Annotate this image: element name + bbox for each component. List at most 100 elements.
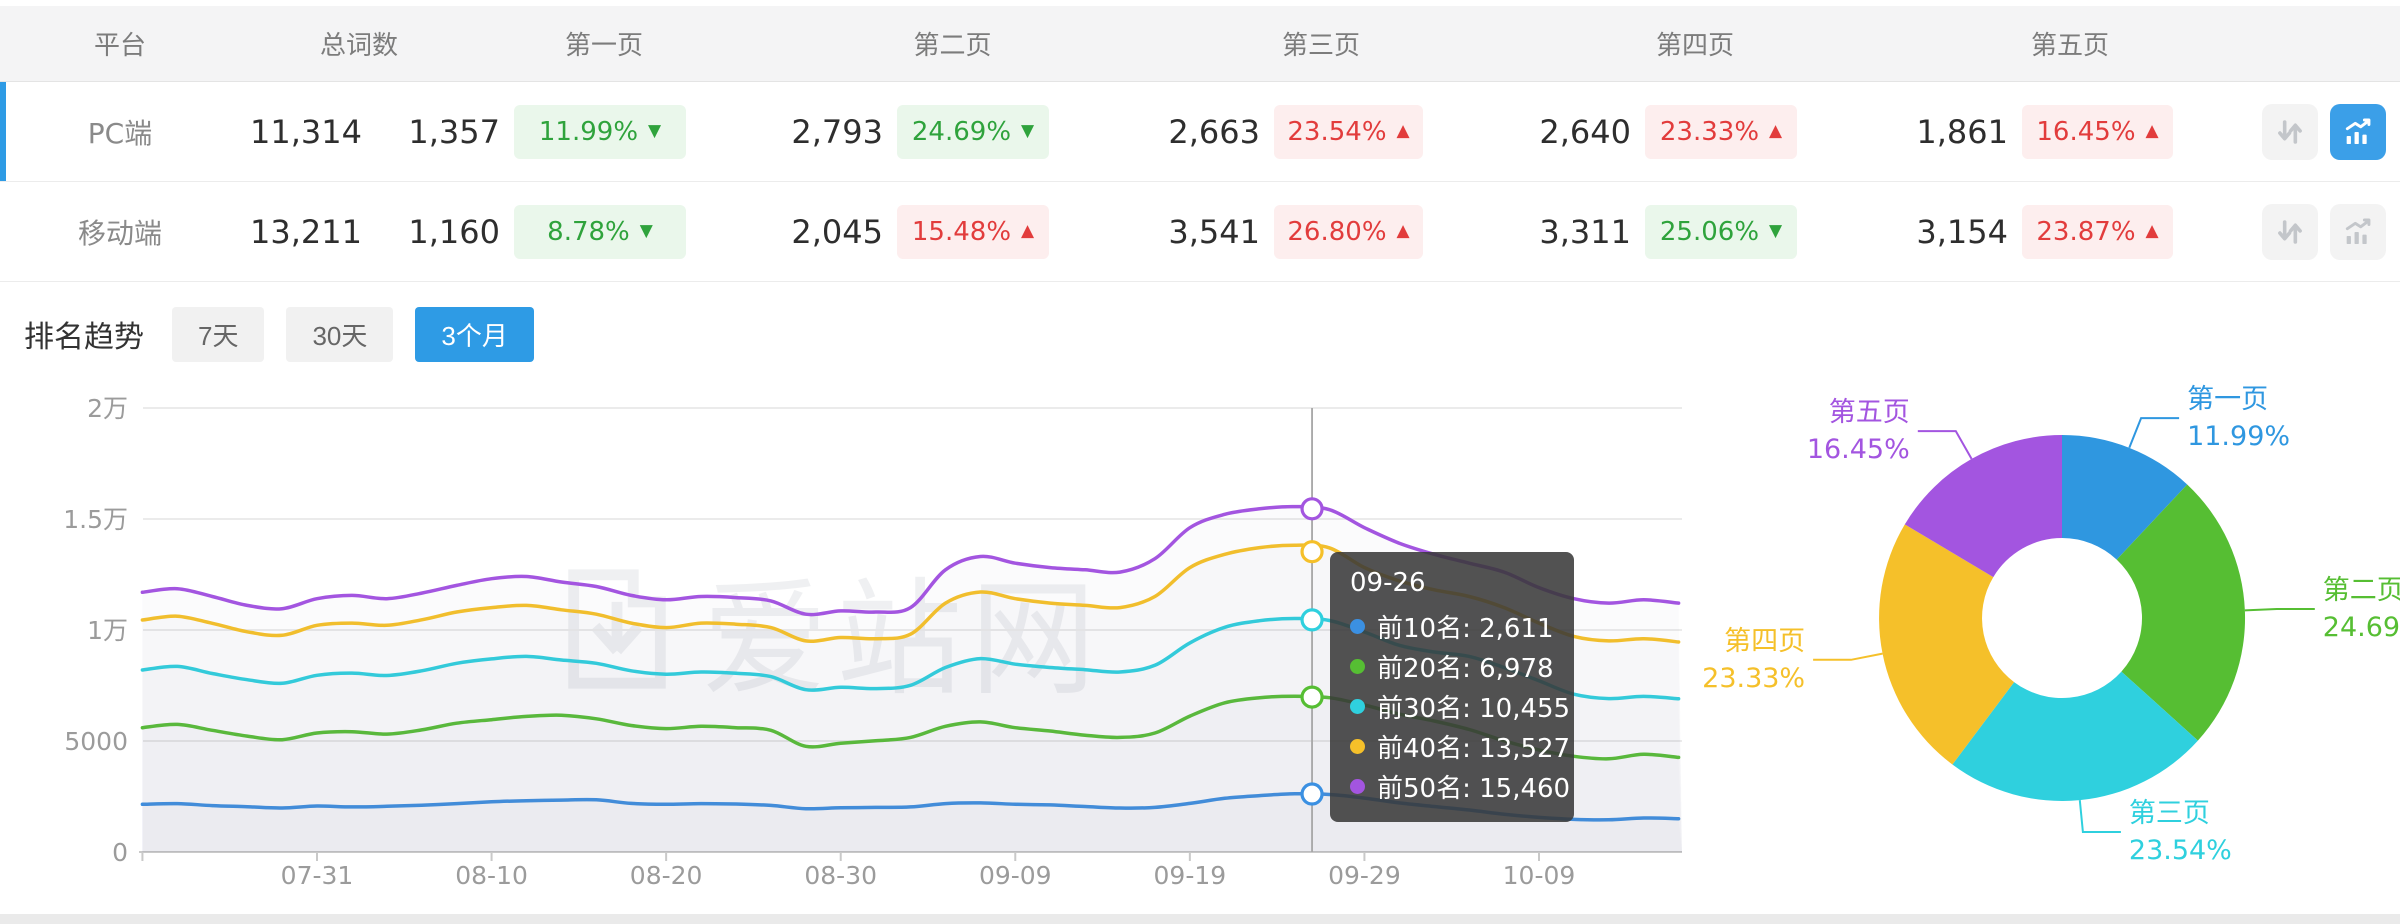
trend-chart-icon <box>2345 218 2371 244</box>
triangle-down-icon: ▼ <box>1769 221 1783 241</box>
trend-header: 排名趋势 7天 30天 3个月 <box>24 306 2400 362</box>
page-5-count: 1,861 <box>1916 112 2008 151</box>
triangle-down-icon: ▼ <box>1021 121 1035 141</box>
tooltip-series-dot <box>1350 778 1365 794</box>
platform-cell: PC端 <box>87 116 153 150</box>
page-4-change-pill: 23.33% ▲ <box>1645 104 1797 159</box>
page-5-change-pill: 16.45% ▲ <box>2022 104 2173 159</box>
tooltip-series-dot <box>1350 618 1365 634</box>
page-distribution-donut-chart[interactable]: 第一页 11.99% 第二页 24.69% 第三页 23.54% 第四页 23.33% 第五页 1… <box>1700 378 2400 874</box>
trend-section-title: 排名趋势 <box>24 320 144 355</box>
tab-30d[interactable]: 30天 <box>286 306 394 362</box>
tooltip-item: 前30名: 10,455 <box>1350 686 1570 726</box>
donut-label-name: 第一页 <box>2187 384 2268 415</box>
tooltip-item: 前50名: 15,460 <box>1350 766 1570 806</box>
donut-label-name: 第二页 <box>2323 575 2400 606</box>
page-2-change-cell: 15.48% ▲ <box>883 204 1059 259</box>
tooltip-item: 前10名: 2,611 <box>1350 606 1554 646</box>
table-header-row: 平台 总词数 第一页 第二页 第三页 第四页 第五页 <box>0 6 2400 82</box>
page-3-change-pill: 23.54% ▲ <box>1274 104 1423 159</box>
tooltip-series-dot <box>1350 698 1365 714</box>
donut-label-name: 第四页 <box>1724 626 1805 657</box>
page-5-change-pill: 23.87% ▲ <box>2022 204 2173 259</box>
keyword-rank-table: 平台 总词数 第一页 第二页 第三页 第四页 第五页 PC端 11,314 1,357 11.99%… <box>0 6 2400 282</box>
page-2-count: 2,045 <box>791 212 883 251</box>
page-2-change-pill: 15.48% ▲ <box>897 204 1049 259</box>
page-5-count: 3,154 <box>1916 212 2008 251</box>
page-3-count: 3,541 <box>1168 212 1260 251</box>
col-header-page-3: 第三页 <box>1281 31 1360 61</box>
donut-slice-第二页[interactable] <box>2116 484 2246 741</box>
row-actions <box>2183 203 2400 260</box>
trend-chart-icon <box>2345 118 2371 144</box>
tooltip-series-value: 前10名: 2,611 <box>1377 613 1554 644</box>
donut-label-leader <box>1917 430 1973 460</box>
hover-marker <box>1300 685 1324 709</box>
page-4-change-cell: 25.06% ▼ <box>1631 204 1807 259</box>
page-4-change-pill: 25.06% ▼ <box>1645 204 1797 259</box>
page-3-change-cell: 23.54% ▲ <box>1260 104 1433 159</box>
change-percent: 8.78% <box>547 216 630 247</box>
svg-text:09-19: 09-19 <box>1154 861 1227 890</box>
change-percent: 24.69% <box>911 116 1012 147</box>
donut-slice-第五页[interactable] <box>1904 435 2062 578</box>
tooltip-series-value: 前20名: 6,978 <box>1377 653 1554 684</box>
svg-text:5000: 5000 <box>64 727 128 756</box>
svg-text:1万: 1万 <box>87 616 128 645</box>
trend-range-tabs: 7天 30天 3个月 <box>172 306 534 362</box>
row-actions <box>2183 103 2400 160</box>
change-percent: 11.99% <box>538 116 639 147</box>
trend-chart-button[interactable] <box>2330 103 2386 160</box>
svg-text:10-09: 10-09 <box>1503 861 1576 890</box>
table-row[interactable]: 移动端 13,211 1,160 8.78% ▼ 2,045 15.48% ▲ 3,541 26.… <box>0 182 2400 282</box>
svg-text:2万: 2万 <box>87 394 128 423</box>
page-1-count: 1,160 <box>408 212 500 251</box>
triangle-up-icon: ▲ <box>2145 121 2159 141</box>
tab-3m[interactable]: 3个月 <box>415 306 534 362</box>
col-header-page-5: 第五页 <box>2030 31 2109 61</box>
svg-text:09-29: 09-29 <box>1328 861 1401 890</box>
sort-up-down-icon <box>2278 219 2302 244</box>
svg-text:0: 0 <box>112 838 128 867</box>
triangle-up-icon: ▲ <box>2145 221 2159 241</box>
tooltip-item: 前20名: 6,978 <box>1350 646 1554 686</box>
svg-text:08-20: 08-20 <box>630 861 703 890</box>
col-header-page-2: 第二页 <box>913 31 992 61</box>
sort-up-down-icon <box>2278 119 2302 144</box>
svg-text:09-09: 09-09 <box>979 861 1052 890</box>
svg-text:07-31: 07-31 <box>281 861 354 890</box>
donut-label-percent: 16.45% <box>1807 434 1910 465</box>
hover-marker <box>1300 608 1324 632</box>
donut-slice-第三页[interactable] <box>1952 671 2198 801</box>
sort-button[interactable] <box>2262 103 2318 160</box>
col-header-platform: 平台 <box>93 31 146 61</box>
hover-marker <box>1300 782 1324 806</box>
page-1-change-cell: 11.99% ▼ <box>500 104 696 159</box>
change-percent: 26.80% <box>1287 216 1387 247</box>
change-percent: 23.87% <box>2036 216 2136 247</box>
donut-slice-第四页[interactable] <box>1879 524 2015 765</box>
svg-text:1.5万: 1.5万 <box>63 505 128 534</box>
sort-button[interactable] <box>2262 203 2318 260</box>
page-3-change-pill: 26.80% ▲ <box>1274 204 1423 259</box>
donut-label-leader <box>2078 800 2121 833</box>
donut-label-percent: 23.33% <box>1702 663 1805 694</box>
page-1-count: 1,357 <box>408 112 500 151</box>
donut-label-leader <box>2128 417 2180 449</box>
table-row[interactable]: PC端 11,314 1,357 11.99% ▼ 2,793 24.69% ▼ 2,663 23… <box>0 82 2400 182</box>
chart-tooltip: 09-26 前10名: 2,611 前20名: 6,978 前30名: 10,455 前… <box>1330 552 1574 822</box>
page-4-change-cell: 23.33% ▲ <box>1631 104 1807 159</box>
change-percent: 23.33% <box>1659 116 1760 147</box>
page-3-change-cell: 26.80% ▲ <box>1260 204 1433 259</box>
donut-label-leader <box>2244 608 2315 612</box>
trend-chart-button[interactable] <box>2330 203 2386 260</box>
tooltip-series-dot <box>1350 738 1365 754</box>
triangle-up-icon: ▲ <box>1396 221 1410 241</box>
tab-7d[interactable]: 7天 <box>172 306 265 362</box>
change-percent: 23.54% <box>1287 116 1387 147</box>
donut-label-percent: 24.69% <box>2323 612 2400 643</box>
change-percent: 25.06% <box>1659 216 1760 247</box>
page-1-change-pill: 8.78% ▼ <box>514 204 686 259</box>
donut-slice-第一页[interactable] <box>2062 435 2188 560</box>
